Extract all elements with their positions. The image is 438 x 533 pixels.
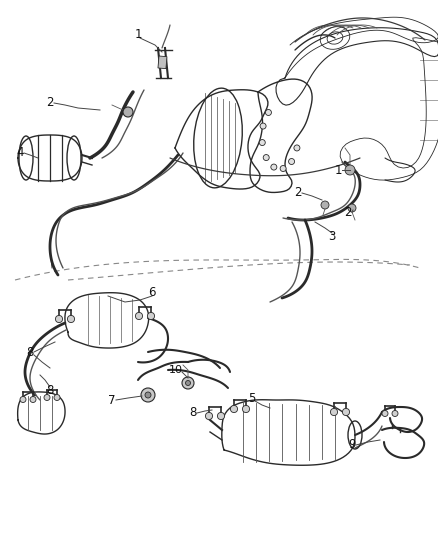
Circle shape [148,312,155,320]
Circle shape [321,201,329,209]
Circle shape [260,123,266,129]
Text: 4: 4 [16,147,24,159]
Text: 8: 8 [46,384,54,397]
Text: 5: 5 [248,392,256,405]
Circle shape [343,408,350,416]
Circle shape [217,413,225,419]
Circle shape [55,316,63,322]
Text: 8: 8 [189,407,197,419]
Circle shape [67,316,74,322]
Circle shape [230,406,237,413]
Circle shape [330,408,338,416]
Circle shape [135,312,143,320]
Circle shape [294,145,300,151]
Text: 2: 2 [294,187,302,199]
Circle shape [20,397,26,402]
Circle shape [54,394,60,400]
Circle shape [263,155,269,160]
Circle shape [242,406,250,413]
Text: 2: 2 [344,206,352,219]
Circle shape [382,410,388,416]
Text: 1: 1 [334,164,342,176]
Circle shape [392,410,398,416]
Circle shape [44,394,50,400]
Circle shape [259,140,265,146]
Bar [158,56,167,69]
Circle shape [348,204,356,212]
Circle shape [205,413,212,419]
Circle shape [145,392,151,398]
Text: 7: 7 [108,393,116,407]
Text: 3: 3 [328,230,336,244]
Circle shape [280,166,286,172]
Circle shape [271,164,277,170]
Circle shape [123,107,133,117]
Text: 2: 2 [46,96,54,109]
Circle shape [30,397,36,402]
Circle shape [345,165,355,175]
Circle shape [265,109,272,116]
Text: 1: 1 [134,28,142,42]
Text: 9: 9 [348,439,356,451]
Circle shape [182,377,194,389]
Circle shape [289,158,295,165]
Text: 10: 10 [169,365,183,375]
Text: 8: 8 [26,345,34,359]
Circle shape [141,388,155,402]
Text: 6: 6 [148,287,156,300]
Circle shape [186,381,191,385]
